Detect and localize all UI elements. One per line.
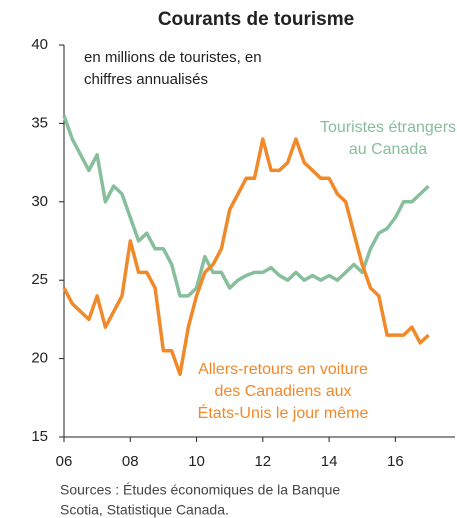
y-tick-label: 20: [31, 350, 48, 367]
series-label: au Canada: [349, 141, 427, 158]
y-tick-label: 35: [31, 114, 48, 131]
x-tick-label: 06: [56, 453, 73, 470]
y-tick-label: 30: [31, 193, 48, 210]
subtitle: chiffres annualisés: [84, 71, 208, 88]
chart-title: Courants de tourisme: [158, 9, 354, 30]
series-label: Allers-retours en voiture: [198, 361, 368, 378]
y-tick-label: 15: [31, 428, 48, 445]
series-line: [62, 115, 430, 298]
series-label: Touristes étrangers: [320, 119, 456, 136]
series-label: États-Unis le jour même: [198, 403, 369, 422]
subtitle: en millions de touristes, en: [84, 49, 262, 66]
source: Sources : Études économiques de la Banqu…: [60, 482, 340, 498]
x-tick-label: 08: [122, 453, 139, 470]
x-tick-label: 16: [387, 453, 404, 470]
y-tick-label: 25: [31, 271, 48, 288]
x-tick-label: 12: [254, 453, 271, 470]
source: Scotia, Statistique Canada.: [60, 502, 229, 518]
series-line: [62, 137, 430, 377]
series-label: des Canadiens aux: [215, 383, 352, 400]
y-tick-label: 40: [31, 36, 48, 53]
x-tick-label: 10: [188, 453, 205, 470]
x-tick-label: 14: [321, 453, 338, 470]
